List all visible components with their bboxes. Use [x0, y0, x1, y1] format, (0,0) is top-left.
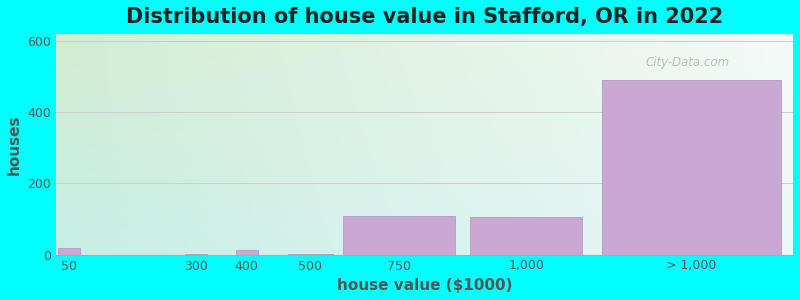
Y-axis label: houses: houses	[7, 114, 22, 175]
Text: City-Data.com: City-Data.com	[646, 56, 730, 69]
Bar	[602, 80, 781, 255]
Bar	[343, 215, 455, 255]
Bar	[470, 217, 582, 255]
X-axis label: house value ($1000): house value ($1000)	[337, 278, 512, 293]
Bar	[236, 250, 258, 255]
Bar	[288, 254, 333, 255]
Bar	[185, 254, 207, 255]
Bar	[58, 248, 80, 255]
Title: Distribution of house value in Stafford, OR in 2022: Distribution of house value in Stafford,…	[126, 7, 723, 27]
